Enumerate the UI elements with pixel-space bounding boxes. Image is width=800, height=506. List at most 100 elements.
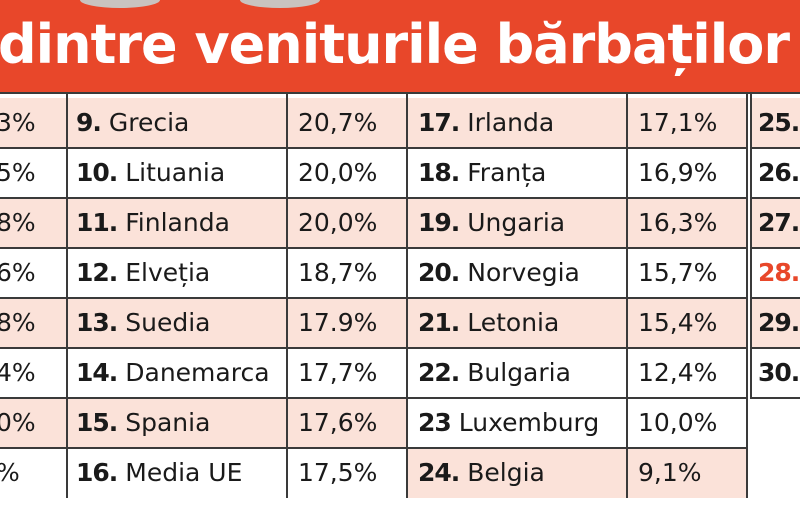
- rank-number: 14.: [76, 358, 118, 387]
- rank-number: 27.: [758, 208, 800, 237]
- country-cell: 15. Spania: [68, 398, 286, 448]
- value-cell: 16,3%: [628, 198, 746, 248]
- country-name: Lituania: [125, 158, 226, 187]
- country-name: Spania: [125, 408, 211, 437]
- grid-line: [750, 92, 752, 398]
- grid-line: [750, 297, 800, 299]
- value-cell: 10,0%: [628, 398, 746, 448]
- grid-line: [750, 197, 800, 199]
- background-blob: [80, 0, 160, 8]
- title-banner: dintre veniturile bărbaților și al: [0, 0, 800, 92]
- country-cell: 18. Franța: [408, 148, 626, 198]
- grid-line: [0, 92, 800, 94]
- grid-line: [0, 447, 746, 449]
- percentage-value: 17,7%: [298, 358, 378, 387]
- cropped-value-cell: 5%: [0, 148, 66, 198]
- country-name: Suedia: [125, 308, 211, 337]
- rank-number: 28.: [758, 258, 800, 287]
- grid-line: [286, 92, 288, 498]
- country-name: Media UE: [125, 458, 243, 487]
- country-cell: 14. Danemarca: [68, 348, 286, 398]
- country-cell: 21. Letonia: [408, 298, 626, 348]
- percentage-value: 20,0%: [298, 158, 378, 187]
- country-cell: 9. Grecia: [68, 98, 286, 148]
- percentage-value: 15,4%: [638, 308, 718, 337]
- rank-number: 17.: [418, 108, 460, 137]
- rank-number: 10.: [76, 158, 118, 187]
- country-name: Elveția: [125, 258, 211, 287]
- cropped-value-cell: 8%: [0, 198, 66, 248]
- percentage-value: 12,4%: [638, 358, 718, 387]
- value-cell: 16,9%: [628, 148, 746, 198]
- country-cell: 19. Ungaria: [408, 198, 626, 248]
- value-cell: 17.9%: [288, 298, 406, 348]
- percentage-value: 17,5%: [298, 458, 378, 487]
- percentage-value: %: [0, 458, 20, 487]
- value-cell: 15,7%: [628, 248, 746, 298]
- grid-line: [406, 92, 408, 498]
- country-name: Ungaria: [467, 208, 566, 237]
- value-cell: 9,1%: [628, 448, 746, 498]
- rank-number: 15.: [76, 408, 118, 437]
- country-cell: 13. Suedia: [68, 298, 286, 348]
- rank-number: 13.: [76, 308, 118, 337]
- percentage-value: 20,7%: [298, 108, 378, 137]
- cropped-value-cell: 4%: [0, 348, 66, 398]
- value-cell: 17,5%: [288, 448, 406, 498]
- percentage-value: 10,0%: [638, 408, 718, 437]
- value-cell: 20,0%: [288, 198, 406, 248]
- country-cell: 11. Finlanda: [68, 198, 286, 248]
- cropped-country-cell: 27. I: [752, 198, 800, 248]
- percentage-value: 0%: [0, 408, 36, 437]
- country-name: Bulgaria: [467, 358, 571, 387]
- country-cell: 12. Elveția: [68, 248, 286, 298]
- rank-number: 26.: [758, 158, 800, 187]
- page-title: dintre veniturile bărbaților și al: [0, 13, 800, 76]
- percentage-value: 8%: [0, 208, 36, 237]
- rank-number: 24.: [418, 458, 460, 487]
- percentage-value: 17,6%: [298, 408, 378, 437]
- grid-line: [626, 92, 628, 498]
- rank-number: 11.: [76, 208, 118, 237]
- country-name: Letonia: [467, 308, 560, 337]
- background-blob: [240, 0, 320, 8]
- percentage-value: 20,0%: [298, 208, 378, 237]
- rank-number: 23: [418, 408, 452, 437]
- ranking-table: 3% 9. Grecia 20,7% 17. Irlanda 17,1% 25. I 5% 1…: [0, 92, 800, 506]
- cropped-value-cell: 6%: [0, 248, 66, 298]
- country-cell: 16. Media UE: [68, 448, 286, 498]
- country-name: Belgia: [467, 458, 545, 487]
- value-cell: 17,1%: [628, 98, 746, 148]
- grid-line: [750, 397, 800, 399]
- cropped-value-cell: 0%: [0, 398, 66, 448]
- rank-number: 16.: [76, 458, 118, 487]
- grid-line: [0, 347, 746, 349]
- percentage-value: 18,7%: [298, 258, 378, 287]
- country-cell: 17. Irlanda: [408, 98, 626, 148]
- grid-line: [750, 347, 800, 349]
- value-cell: 15,4%: [628, 298, 746, 348]
- country-name: Finlanda: [125, 208, 230, 237]
- cropped-country-cell: 26.: [752, 148, 800, 198]
- percentage-value: 4%: [0, 358, 36, 387]
- value-cell: 20,7%: [288, 98, 406, 148]
- rank-number: 20.: [418, 258, 460, 287]
- value-cell: 18,7%: [288, 248, 406, 298]
- rank-number: 19.: [418, 208, 460, 237]
- cropped-country-cell: 28. I: [752, 248, 800, 298]
- percentage-value: 3%: [0, 108, 36, 137]
- rank-number: 18.: [418, 158, 460, 187]
- value-cell: 12,4%: [628, 348, 746, 398]
- grid-line: [746, 92, 748, 498]
- percentage-value: 9,1%: [638, 458, 702, 487]
- rank-number: 22.: [418, 358, 460, 387]
- country-name: Franța: [467, 158, 547, 187]
- rank-number: 30.: [758, 358, 800, 387]
- rank-number: 12.: [76, 258, 118, 287]
- country-cell: 24. Belgia: [408, 448, 626, 498]
- grid-line: [66, 92, 68, 498]
- grid-line: [0, 197, 746, 199]
- percentage-value: 8%: [0, 308, 36, 337]
- cropped-value-cell: 3%: [0, 98, 66, 148]
- rank-number: 9.: [76, 108, 102, 137]
